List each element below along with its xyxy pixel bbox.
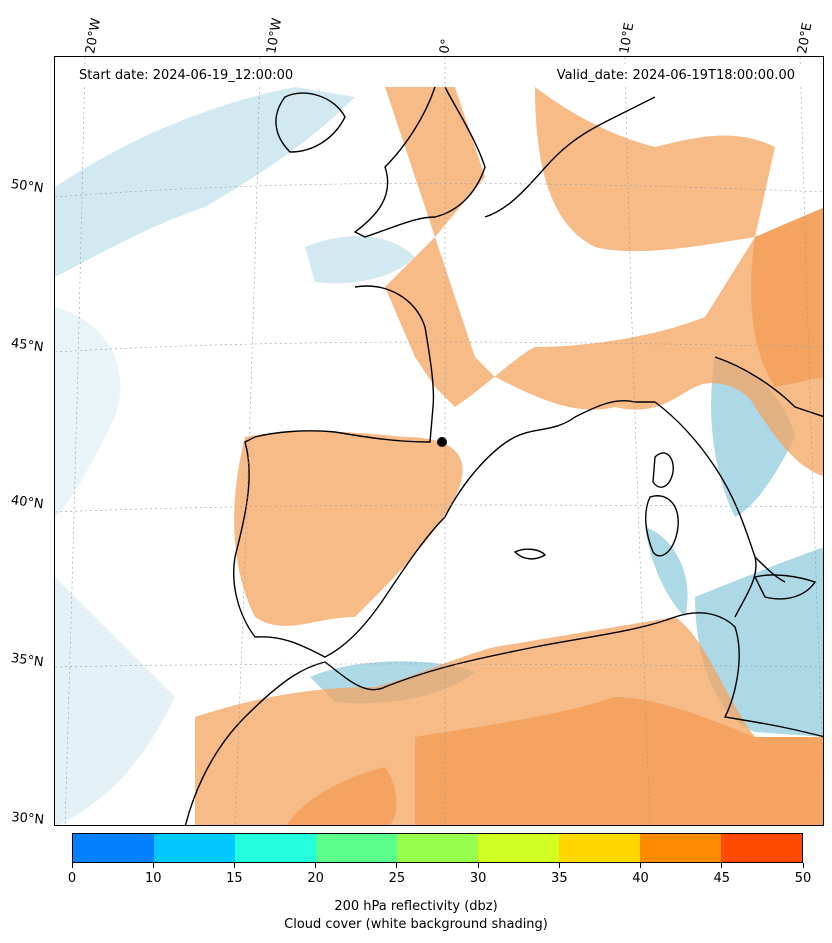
colorbar-tick-label: 0 — [67, 871, 77, 886]
colorbar-tick — [233, 863, 235, 868]
colorbar-segment — [154, 834, 235, 862]
colorbar-tick-label: 30 — [469, 871, 487, 886]
lon-label-10e: 10°E — [617, 21, 638, 56]
colorbar-tick — [71, 863, 73, 868]
map-panel: Start date: 2024-06-19_12:00:00 Valid_da… — [54, 56, 824, 826]
lat-label-35n: 35°N — [9, 651, 45, 671]
colorbar-segment — [478, 834, 559, 862]
colorbar-tick — [396, 863, 398, 868]
colorbar-segment — [235, 834, 316, 862]
colorbar-tick-label: 10 — [144, 871, 162, 886]
colorbar — [72, 833, 803, 863]
high-cloud-solid — [286, 207, 823, 825]
coast-britain — [353, 86, 486, 238]
coast-italy — [654, 401, 786, 618]
lon-label-20e: 20°E — [795, 21, 816, 56]
coast-sardinia — [645, 495, 679, 557]
colorbar-segment — [316, 834, 397, 862]
colorbar-tick-label: 15 — [226, 871, 243, 886]
colorbar-segment — [559, 834, 640, 862]
lon-label-10w: 10°W — [264, 17, 286, 55]
coast-corsica — [652, 452, 674, 488]
colorbar-segment — [721, 834, 802, 862]
map-canvas — [55, 57, 823, 825]
colorbar-tick-label: 20 — [307, 871, 324, 886]
lon-label-20w: 20°W — [83, 17, 105, 55]
coast-north-africa — [184, 612, 823, 825]
colorbar-tick-label: 50 — [794, 871, 812, 886]
graticule — [55, 57, 823, 825]
colorbar-tick-label: 40 — [632, 871, 649, 886]
coast-sicily — [753, 574, 817, 600]
lat-label-40n: 40°N — [9, 493, 45, 513]
colorbar-tick — [802, 863, 804, 868]
colorbar-segment — [73, 834, 154, 862]
lat-label-50n: 50°N — [9, 177, 45, 197]
colorbar-tick-label: 45 — [713, 871, 731, 886]
colorbar-tick — [477, 863, 479, 868]
coast-ireland — [275, 92, 346, 153]
low-cloud-shading — [55, 87, 415, 825]
start-date-label: Start date: 2024-06-19_12:00:00 — [73, 67, 300, 84]
colorbar-tick-label: 35 — [551, 871, 568, 886]
colorbar-segment — [397, 834, 478, 862]
colorbar-tick — [558, 863, 560, 868]
coast-france-spain — [233, 285, 655, 658]
colorbar-tick-label: 25 — [388, 871, 406, 886]
coastlines — [184, 86, 823, 825]
colorbar-tick — [152, 863, 154, 868]
lat-label-30n: 30°N — [10, 810, 45, 828]
colorbar-segment — [640, 834, 721, 862]
cloud-cover-label: Cloud cover (white background shading) — [284, 917, 548, 932]
colorbar-tick — [640, 863, 642, 868]
lon-label-0: 0° — [437, 37, 455, 55]
coast-adriatic — [714, 356, 823, 418]
lat-label-45n: 45°N — [9, 336, 45, 356]
colorbar-label: 200 hPa reflectivity (dbz) — [334, 899, 498, 914]
valid-date-label: Valid_date: 2024-06-19T18:00:00.00 — [550, 67, 801, 84]
coast-balearics — [513, 548, 547, 560]
coast-north-europe — [484, 96, 656, 218]
colorbar-tick — [315, 863, 317, 868]
colorbar-tick — [721, 863, 723, 868]
location-marker — [437, 437, 447, 447]
